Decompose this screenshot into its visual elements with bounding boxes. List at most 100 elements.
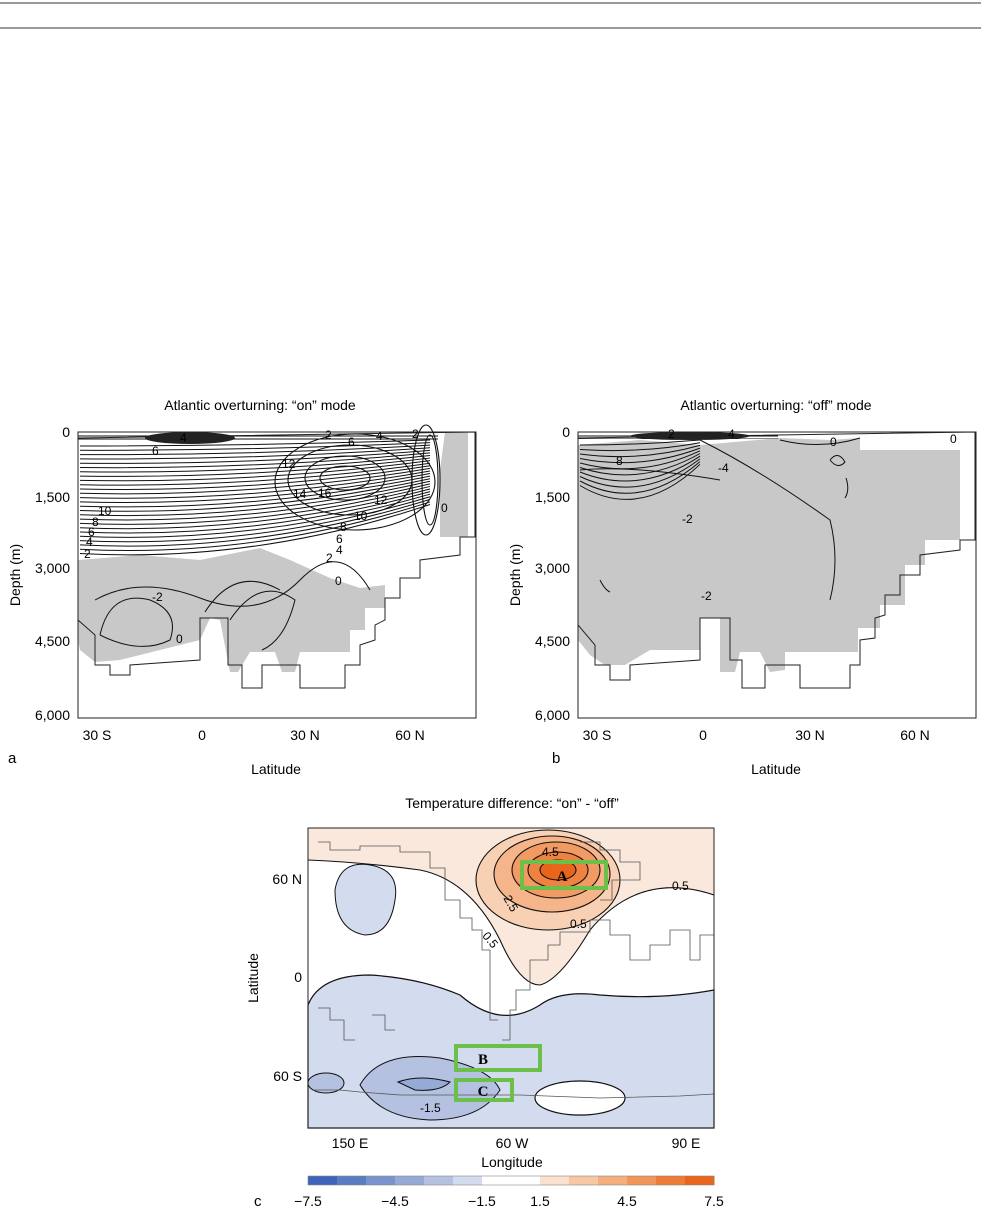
panel-b-negative-region — [578, 438, 960, 672]
streamline — [579, 463, 701, 500]
svg-text:60 W: 60 W — [496, 1135, 529, 1151]
svg-text:60 N: 60 N — [900, 727, 930, 743]
panel-b-x-ticks: 30 S 0 30 N 60 N — [583, 727, 930, 743]
svg-text:-1.5: -1.5 — [420, 1101, 441, 1115]
streamline — [579, 458, 701, 488]
panel-b-xlabel: Latitude — [751, 761, 801, 777]
colorbar-segment — [540, 1176, 570, 1185]
svg-text:6,000: 6,000 — [535, 707, 570, 723]
svg-text:60 S: 60 S — [273, 1068, 302, 1084]
streamline — [79, 470, 431, 499]
panel-b-label: b — [552, 750, 560, 767]
colorbar-segment — [395, 1176, 425, 1185]
svg-text:0: 0 — [830, 435, 837, 449]
svg-text:14: 14 — [293, 487, 307, 501]
panel-c-y-ticks: 60 N 0 60 S — [272, 871, 302, 1084]
streamline — [79, 498, 431, 547]
panel-a-title: Atlantic overturning: “on” mode — [164, 397, 356, 413]
svg-text:-2: -2 — [152, 590, 163, 604]
svg-text:0: 0 — [562, 424, 570, 440]
panel-c: Temperature difference: “on” - “off” — [245, 795, 724, 1209]
streamline — [79, 454, 431, 473]
svg-text:0: 0 — [950, 432, 957, 446]
streamline — [579, 461, 701, 494]
colorbar-frame — [307, 1175, 715, 1186]
svg-text:2: 2 — [668, 427, 675, 441]
panel-c-label: c — [254, 1193, 262, 1209]
svg-text:150 E: 150 E — [332, 1135, 369, 1151]
panel-b-ocean-floor — [577, 431, 976, 689]
svg-text:-2: -2 — [682, 512, 693, 526]
svg-text:4: 4 — [180, 431, 187, 445]
streamline — [79, 480, 431, 517]
streamline — [79, 488, 431, 530]
svg-text:60 N: 60 N — [395, 727, 425, 743]
svg-text:-4: -4 — [718, 461, 729, 475]
svg-text:30 S: 30 S — [583, 727, 612, 743]
streamline — [79, 501, 431, 551]
svg-text:0.5: 0.5 — [672, 879, 689, 893]
colorbar-segment — [569, 1176, 599, 1185]
colorbar-segment — [656, 1176, 686, 1185]
streamline — [79, 475, 431, 508]
svg-text:6: 6 — [336, 532, 343, 546]
svg-text:−4.5: −4.5 — [381, 1193, 409, 1209]
svg-text:−1.5: −1.5 — [468, 1193, 496, 1209]
streamline — [79, 493, 431, 538]
panel-a-negative-region — [78, 548, 385, 672]
svg-text:2: 2 — [84, 547, 91, 561]
panel-c-x-ticks: 150 E 60 W 90 E — [332, 1135, 701, 1151]
svg-text:3,000: 3,000 — [35, 560, 70, 576]
svg-text:6: 6 — [88, 525, 95, 539]
streamline — [79, 467, 431, 495]
panel-b-ylabel: Depth (m) — [507, 544, 523, 606]
svg-text:B: B — [478, 1052, 488, 1068]
svg-text:4.5: 4.5 — [617, 1193, 637, 1209]
svg-text:90 E: 90 E — [672, 1135, 701, 1151]
streamline — [79, 452, 431, 469]
panel-a: Atlantic overturning: “on” mode — [7, 397, 477, 777]
svg-text:8: 8 — [92, 515, 99, 529]
svg-text:4,500: 4,500 — [535, 633, 570, 649]
colorbar-segment — [366, 1176, 396, 1185]
streamline — [579, 442, 701, 452]
streamline — [579, 444, 701, 458]
svg-text:0: 0 — [699, 727, 707, 743]
panel-a-label: a — [8, 750, 17, 767]
svg-text:4: 4 — [336, 543, 343, 557]
panel-c-plot: A B C 4.5 2.5 0.5 0.5 0.5 -1.5 — [307, 827, 715, 1129]
svg-text:30 N: 30 N — [795, 727, 825, 743]
panel-a-deep-contours — [94, 561, 371, 651]
panel-c-ylabel: Latitude — [245, 953, 261, 1003]
streamline — [579, 439, 701, 446]
panel-c-cool-north — [334, 863, 397, 936]
panel-a-contour-lines — [79, 439, 431, 556]
colorbar-segment — [598, 1176, 628, 1185]
streamline — [79, 444, 431, 456]
panel-c-title: Temperature difference: “on” - “off” — [405, 795, 619, 811]
panel-b-contour-lines — [579, 439, 701, 500]
box-c — [454, 1078, 514, 1102]
panel-c-coastlines — [312, 841, 715, 1099]
svg-text:1,500: 1,500 — [35, 489, 70, 505]
svg-text:2: 2 — [412, 427, 419, 441]
panel-b-contour-labels: 0 2 4 8 0 -4 -2 -2 — [616, 427, 957, 603]
panel-a-ocean-floor — [77, 431, 476, 689]
panel-b-y-ticks: 0 1,500 3,000 4,500 6,000 — [535, 424, 570, 723]
svg-text:30 N: 30 N — [290, 727, 320, 743]
colorbar-segment — [308, 1176, 338, 1185]
svg-text:16: 16 — [318, 486, 332, 500]
svg-text:6: 6 — [152, 444, 159, 458]
panel-a-xlabel: Latitude — [251, 761, 301, 777]
panel-c-xlabel: Longitude — [481, 1154, 543, 1170]
streamline — [79, 462, 431, 486]
panel-c-colorbar — [308, 1176, 715, 1185]
box-a — [520, 860, 608, 890]
panel-a-frame — [77, 431, 477, 719]
streamline — [79, 457, 431, 477]
streamline — [579, 455, 701, 482]
panel-a-surface-contours — [78, 432, 438, 444]
box-b — [454, 1044, 542, 1072]
panel-b-frame — [577, 431, 977, 719]
svg-text:0: 0 — [62, 424, 70, 440]
